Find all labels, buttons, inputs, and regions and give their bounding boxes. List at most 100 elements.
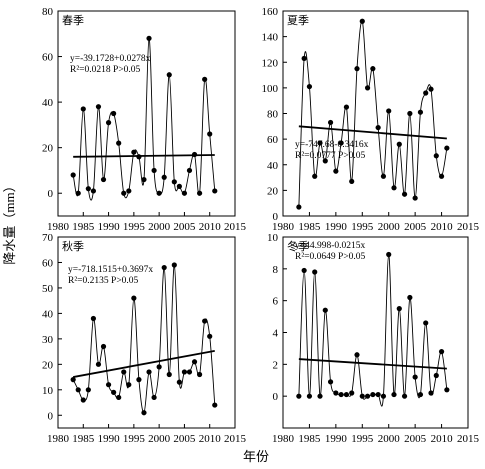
data-point: [116, 394, 122, 401]
data-point: [423, 90, 429, 96]
data-point: [359, 393, 365, 399]
data-point: [364, 85, 371, 91]
data-point: [95, 361, 102, 367]
plot-frame: [282, 236, 469, 429]
data-point: [202, 76, 208, 82]
data-point: [354, 66, 360, 72]
regression-equation: y=-718.1515+0.3697x: [68, 265, 153, 275]
data-point: [191, 359, 198, 365]
data-point: [207, 333, 213, 339]
y-tick-label: 20: [42, 359, 54, 371]
data-point: [444, 145, 450, 151]
data-point: [317, 140, 323, 146]
data-point: [401, 393, 408, 399]
data-point: [136, 377, 142, 383]
data-point: [85, 387, 91, 393]
data-point: [396, 306, 402, 312]
data-point: [428, 86, 434, 92]
data-point: [105, 120, 112, 126]
x-tick-label: 2005: [173, 433, 196, 445]
data-point: [296, 393, 302, 399]
data-point: [197, 190, 203, 196]
data-point: [306, 83, 313, 90]
x-tick-label: 1990: [98, 221, 121, 233]
data-point: [407, 294, 413, 301]
x-tick-label: 2010: [199, 221, 222, 233]
y-tick-label: 60: [42, 52, 54, 64]
y-tick-label: 0: [48, 188, 54, 200]
precipitation-curve: [72, 264, 216, 414]
y-tick-label: 40: [267, 160, 279, 172]
data-point: [85, 186, 91, 192]
data-point: [343, 104, 350, 110]
y-tick-label: 2: [273, 359, 279, 371]
data-point: [70, 377, 76, 383]
r-squared-label: R²=0.2135 P>0.05: [68, 276, 139, 286]
y-tick-label: 160: [262, 6, 279, 18]
data-point: [370, 391, 376, 398]
panel-1: 1980 1985 1990 1995 2000 2005 2010 2015 0 20 40 60 8…: [42, 6, 247, 233]
data-point: [375, 124, 381, 131]
y-tick-label: 0: [273, 211, 279, 223]
data-point: [151, 394, 157, 401]
x-tick-label: 2005: [404, 221, 427, 233]
data-point: [100, 343, 107, 350]
data-point: [391, 185, 397, 191]
data-point: [100, 176, 107, 183]
panel-4: 1980 1985 1990 1995 2000 2005 2010 2015 0 2 4 6 8 10 冬…: [267, 232, 480, 445]
y-tick-label: 8: [273, 264, 279, 276]
r-squared-label: R²=0.0649 P>0.05: [295, 252, 366, 262]
data-point: [131, 295, 137, 301]
data-point: [380, 173, 387, 179]
data-point: [322, 158, 328, 164]
x-tick-label: 1980: [47, 433, 70, 445]
data-point: [75, 387, 81, 393]
data-point: [343, 391, 350, 398]
y-tick-label: 20: [267, 185, 279, 197]
data-point: [207, 131, 213, 137]
data-point: [438, 173, 445, 179]
data-point: [417, 391, 424, 398]
data-point: [197, 371, 203, 378]
x-tick-label: 2010: [431, 433, 454, 445]
x-tick-label: 1980: [272, 433, 295, 445]
data-point: [296, 204, 302, 210]
precipitation-curve: [298, 254, 448, 407]
x-tick-label: 1980: [47, 221, 70, 233]
data-point: [90, 188, 96, 194]
trend-line: [298, 358, 447, 370]
panel-title: 夏季: [287, 14, 309, 27]
regression-equation: y=-747.68-0.3416x: [295, 140, 369, 150]
data-point: [349, 390, 355, 396]
data-point: [354, 352, 360, 358]
data-point: [364, 393, 371, 399]
x-tick-label: 1985: [298, 433, 321, 445]
data-point: [349, 178, 355, 185]
x-tick-label: 1980: [272, 221, 295, 233]
x-tick-label: 2010: [199, 433, 222, 445]
x-tick-label: 2000: [148, 221, 171, 233]
plot-frame: [57, 10, 236, 217]
y-tick-label: 40: [42, 97, 54, 109]
data-point: [333, 390, 339, 396]
data-point: [359, 18, 365, 24]
data-point: [121, 190, 127, 196]
data-point: [176, 183, 182, 189]
trend-line: [73, 154, 215, 158]
y-tick-label: 140: [262, 32, 279, 44]
y-tick-label: 120: [262, 57, 279, 69]
x-tick-label: 2005: [404, 433, 427, 445]
y-tick-label: 60: [267, 134, 279, 146]
data-point: [191, 151, 198, 158]
y-axis-label: 降水量（mm）: [2, 179, 17, 264]
precipitation-curve: [72, 37, 216, 201]
data-point: [301, 267, 307, 274]
data-point: [151, 167, 157, 174]
data-point: [322, 307, 328, 313]
y-tick-label: 20: [42, 143, 54, 155]
data-point: [202, 318, 208, 324]
panel-2: 1980 1985 1990 1995 2000 2005 2010 2015 0 20 40 60 8…: [262, 6, 480, 233]
data-point: [412, 195, 418, 201]
x-tick-label: 1990: [98, 433, 121, 445]
